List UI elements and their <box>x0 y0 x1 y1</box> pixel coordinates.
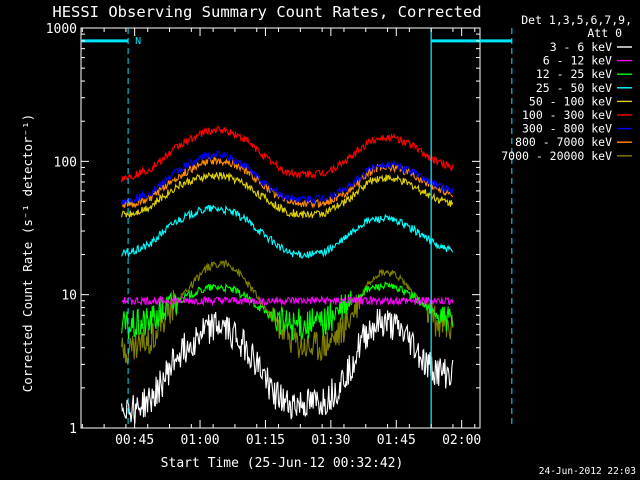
x-tick-label: 01:30 <box>311 433 350 448</box>
legend-label: 100 - 300 keV <box>522 108 612 122</box>
chart-title: HESSI Observing Summary Count Rates, Cor… <box>52 3 481 21</box>
y-tick-label: 1 <box>69 422 77 437</box>
series-line <box>121 156 454 209</box>
legend-header-line-1: Det 1,3,5,6,7,9, <box>521 13 632 27</box>
x-tick-label: 01:45 <box>377 433 416 448</box>
x-tick-label: 01:15 <box>246 433 285 448</box>
series-line <box>121 204 454 259</box>
legend-label: 800 - 7000 keV <box>515 135 612 149</box>
series-line <box>121 294 454 307</box>
night-label: N <box>135 36 141 47</box>
data-gap-markers: N <box>81 28 513 428</box>
plot-border <box>80 27 481 429</box>
legend-label: 25 - 50 keV <box>536 81 612 95</box>
series-line <box>121 308 454 424</box>
y-axis-label: Corrected Count Rate (s⁻¹ detector⁻¹) <box>20 114 35 392</box>
legend-label: 50 - 100 keV <box>529 94 612 108</box>
legend-header-line-2: Att 0 <box>587 26 622 40</box>
y-tick-label: 1000 <box>46 22 77 37</box>
series-layer <box>121 125 454 424</box>
legend-label: 6 - 12 keV <box>543 54 612 68</box>
legend-label: 12 - 25 keV <box>536 67 612 81</box>
y-tick-label: 10 <box>61 289 77 304</box>
footer-date: 24-Jun-2012 22:03 <box>539 466 636 477</box>
series-line <box>121 280 454 341</box>
legend-label: 3 - 6 keV <box>550 40 612 54</box>
series-line <box>121 125 454 182</box>
series-line <box>121 150 454 206</box>
x-tick-label: 00:45 <box>115 433 154 448</box>
plot-frame <box>80 27 481 429</box>
series-line <box>121 259 454 366</box>
legend-label: 7000 - 20000 keV <box>501 149 612 163</box>
x-tick-label: 02:00 <box>442 433 481 448</box>
x-tick-label: 01:00 <box>180 433 219 448</box>
y-tick-label: 100 <box>54 155 77 170</box>
series-line <box>121 171 454 219</box>
axis-ticks: 00:45 01:00 01:15 01:30 01:45 02:00 1 10 100 1000 <box>46 22 482 448</box>
legend-label: 300 - 800 keV <box>522 122 612 136</box>
x-axis-label: Start Time (25-Jun-12 00:32:42) <box>161 456 404 471</box>
